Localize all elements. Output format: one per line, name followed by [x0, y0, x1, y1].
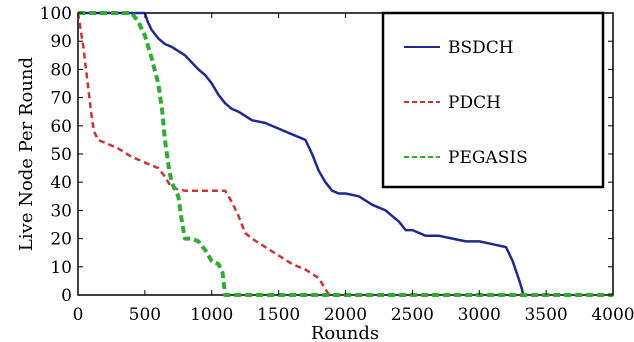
legend-label-bsdch: BSDCH [448, 38, 514, 58]
y-tick-label: 90 [50, 32, 72, 52]
x-tick-label: 2000 [324, 305, 367, 325]
y-tick-label: 80 [50, 60, 72, 80]
legend: BSDCH PDCH PEGASIS [381, 11, 605, 189]
x-tick-label: 3000 [458, 305, 501, 325]
x-tick-label: 500 [129, 305, 161, 325]
x-axis-label: Rounds [311, 323, 379, 342]
legend-label-pegasis: PEGASIS [448, 148, 528, 168]
series-line-pegasis [78, 11, 613, 297]
y-tick-label: 50 [50, 145, 72, 165]
y-tick-label: 60 [50, 117, 72, 137]
y-tick-label: 0 [61, 286, 72, 306]
x-axis-ticks: 0 500 1000 1500 2000 2500 3000 3500 4000 [73, 13, 634, 325]
legend-box [381, 11, 605, 189]
y-tick-label: 10 [50, 258, 72, 278]
series-line-bsdch [78, 11, 525, 296]
y-tick-label: 100 [40, 4, 72, 24]
x-tick-label: 0 [73, 305, 84, 325]
x-tick-label: 1500 [257, 305, 300, 325]
x-tick-label: 1000 [190, 305, 233, 325]
x-tick-label: 2500 [391, 305, 434, 325]
x-tick-label: 3500 [524, 305, 567, 325]
y-tick-label: 30 [50, 201, 72, 221]
y-tick-label: 70 [50, 89, 72, 109]
x-tick-label: 4000 [591, 305, 634, 325]
series-line-pdch [76, 12, 331, 296]
series-layer [76, 11, 613, 297]
y-axis-ticks: 0 10 20 30 40 50 60 70 80 90 100 [40, 4, 613, 306]
y-tick-label: 40 [50, 173, 72, 193]
y-tick-label: 20 [50, 230, 72, 250]
legend-label-pdch: PDCH [448, 93, 501, 113]
y-axis-label: Live Node Per Round [16, 57, 37, 251]
